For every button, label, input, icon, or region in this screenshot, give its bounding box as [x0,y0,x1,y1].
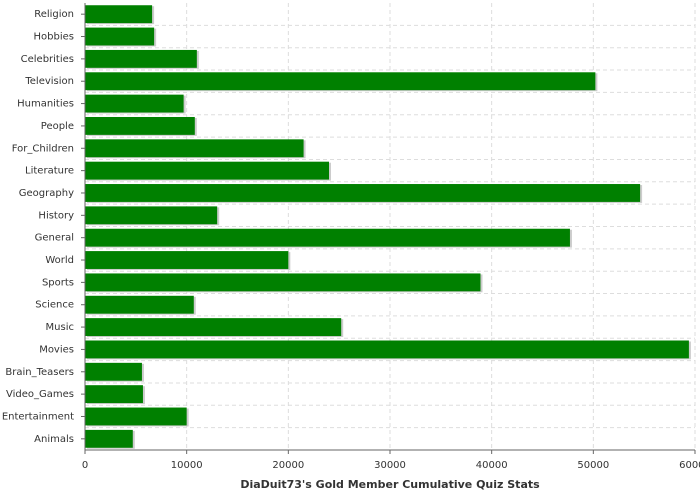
bar [85,318,342,337]
bar [85,385,143,404]
x-tick-label: 40000 [476,460,508,471]
bar [85,407,187,426]
x-tick-label: 0 [82,460,88,471]
y-tick-label: Geography [19,188,74,199]
bar [85,116,195,135]
y-tick-label: Entertainment [2,411,74,422]
y-tick-label: Celebrities [21,54,74,65]
y-tick-label: Brain_Teasers [5,367,74,378]
bar [85,228,570,247]
bar [85,139,304,158]
y-tick-label: History [38,210,74,221]
bar [85,429,133,448]
x-tick-label: 10000 [171,460,203,471]
x-tick-label: 50000 [577,460,609,471]
bar [85,295,194,314]
bar [85,49,197,68]
bar [85,273,481,292]
y-tick-label: Sports [42,277,74,288]
y-tick-label: World [45,255,74,266]
y-tick-label: Science [35,300,74,311]
bar [85,184,641,202]
bar [85,206,218,225]
bar [85,5,153,24]
y-tick-label: Animals [34,434,74,445]
y-tick-label: For_Children [12,143,74,154]
x-tick-label: 30000 [374,460,406,471]
x-tick-label: 20000 [272,460,304,471]
y-tick-label: Television [24,76,74,87]
bar [85,94,184,113]
bar [85,362,142,381]
x-axis-title: DiaDuit73's Gold Member Cumulative Quiz … [240,478,540,491]
bar [85,72,596,91]
bar [85,251,289,269]
y-tick-label: Music [46,322,74,333]
y-tick-label: Literature [25,166,74,177]
y-tick-label: People [41,121,74,132]
y-tick-label: Video_Games [6,389,74,400]
y-tick-label: General [35,233,74,244]
bar [85,340,689,359]
y-tick-label: Religion [34,9,74,20]
bar [85,27,155,46]
y-tick-label: Hobbies [34,32,74,43]
y-tick-label: Movies [39,344,74,355]
y-tick-label: Humanities [17,99,74,110]
bar [85,161,329,180]
x-tick-label: 60000 [679,460,700,471]
